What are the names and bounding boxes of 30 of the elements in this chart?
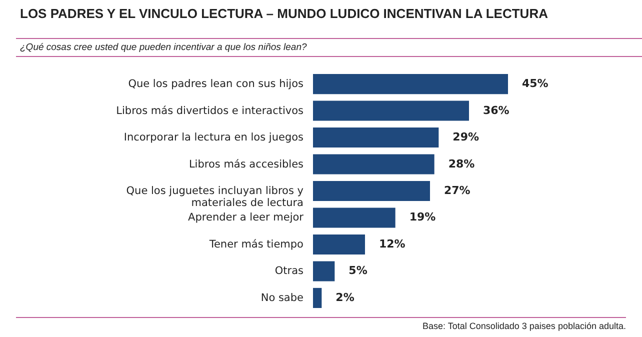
- y-tick-label: Que los padres lean con sus hijos: [128, 78, 304, 90]
- y-tick-label: Incorporar la lectura en los juegos: [124, 132, 304, 144]
- bar: [313, 154, 434, 174]
- data-label: 36%: [483, 104, 510, 117]
- text: Base: Total Consolidado 3 paises población adulta.: [16, 317, 626, 331]
- y-tick-label: Otras: [274, 265, 304, 278]
- data-label: 28%: [448, 157, 475, 170]
- bar: [313, 208, 396, 228]
- chart-title: LOS PADRES Y EL VINCULO LECTURA – MUNDO LUDICO INCENTIVAN LA LECTURA: [20, 6, 548, 21]
- bar: [313, 74, 508, 94]
- text: ¿Qué cosas cree usted que pueden incentivar a que los niños lean?: [16, 38, 642, 57]
- bar: [313, 127, 439, 148]
- bar: [313, 261, 335, 282]
- y-tick-label: No sabe: [260, 292, 304, 304]
- data-label: 5%: [348, 264, 368, 278]
- data-label: 45%: [522, 77, 548, 90]
- data-label: 19%: [409, 210, 436, 224]
- y-tick-label: Que los juguetes incluyan libros y materiales de lectura: [126, 185, 304, 209]
- bar: [313, 234, 365, 255]
- data-label: 12%: [379, 237, 406, 250]
- bar: [313, 288, 322, 308]
- bar: [313, 100, 469, 121]
- y-tick-label: Aprender a leer mejor: [188, 212, 304, 224]
- y-tick-label: Libros más accesibles: [188, 158, 304, 170]
- y-tick-label: Libros más divertidos e interactivos: [116, 104, 304, 117]
- y-tick-label: Tener más tiempo: [208, 238, 304, 250]
- data-label: 27%: [444, 184, 470, 197]
- data-label: 2%: [336, 290, 354, 304]
- bar: [313, 180, 430, 202]
- data-label: 29%: [452, 130, 480, 144]
